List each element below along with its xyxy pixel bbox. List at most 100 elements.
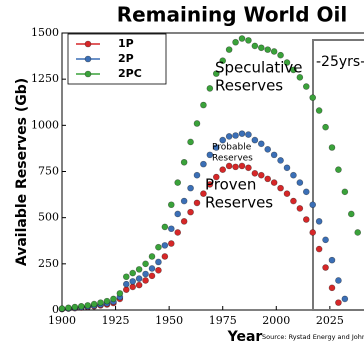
data-point	[232, 132, 239, 139]
y-tick-label: 500	[38, 211, 59, 224]
annotation: -25yrs-|	[316, 54, 364, 70]
data-point	[232, 163, 239, 171]
y-tick-label: 1500	[31, 26, 59, 39]
data-point	[335, 299, 342, 306]
data-point	[122, 280, 130, 288]
data-point	[206, 85, 214, 92]
y-tick-label: 0	[52, 303, 59, 316]
data-point	[238, 162, 246, 170]
data-point	[225, 162, 233, 170]
data-point	[264, 146, 272, 153]
x-tick-label: 1925	[102, 314, 130, 327]
data-point	[270, 179, 278, 186]
x-tick-label: 2025	[316, 314, 344, 327]
data-point	[315, 218, 323, 225]
data-point	[245, 131, 252, 138]
data-point	[200, 160, 207, 168]
data-point	[174, 179, 182, 186]
data-point	[129, 283, 137, 291]
data-point	[200, 190, 207, 197]
data-point	[180, 218, 188, 225]
data-point	[219, 136, 227, 144]
data-point	[302, 216, 310, 223]
data-point	[264, 175, 272, 183]
data-point	[161, 253, 169, 260]
data-point	[283, 164, 291, 172]
legend-marker	[84, 70, 92, 78]
data-point	[354, 229, 362, 236]
data-point	[135, 281, 143, 289]
data-point	[341, 295, 349, 303]
y-tick-label: 250	[38, 257, 59, 270]
data-point	[283, 190, 291, 197]
data-point	[302, 83, 310, 90]
x-tick-label: 1975	[209, 314, 237, 327]
data-point	[148, 265, 156, 272]
data-point	[193, 120, 201, 127]
data-point	[238, 130, 246, 137]
data-point	[290, 66, 297, 74]
data-point	[238, 35, 246, 42]
data-point	[187, 208, 194, 216]
data-point	[212, 144, 220, 151]
legend-marker	[84, 40, 92, 48]
annotation: Probable	[212, 143, 252, 153]
data-point	[277, 157, 284, 164]
data-point	[219, 57, 227, 65]
data-point	[212, 70, 220, 77]
data-point	[148, 253, 156, 260]
data-point	[328, 144, 336, 151]
data-point	[328, 284, 336, 292]
data-point	[251, 170, 259, 177]
data-point	[187, 138, 194, 146]
data-point	[148, 272, 156, 280]
data-point	[232, 38, 239, 46]
data-point	[77, 303, 85, 310]
data-point	[167, 201, 175, 209]
y-tick-label: 1250	[31, 72, 59, 85]
data-point	[71, 303, 79, 311]
data-point	[187, 184, 194, 192]
annotation: Reserves	[212, 153, 253, 163]
data-point	[296, 74, 304, 81]
data-point	[322, 264, 329, 271]
data-point	[161, 242, 169, 249]
data-point	[193, 199, 201, 207]
data-point	[142, 277, 149, 284]
data-point	[290, 197, 297, 205]
data-point	[142, 260, 149, 268]
data-point	[174, 210, 182, 218]
data-point	[309, 229, 317, 236]
data-point	[257, 171, 265, 179]
data-point	[103, 297, 111, 305]
data-point	[347, 210, 355, 218]
data-point	[309, 201, 317, 209]
data-point	[302, 188, 310, 196]
data-point	[245, 37, 252, 44]
data-point	[122, 273, 130, 281]
data-point	[296, 179, 304, 186]
x-tick-label: 2000	[262, 314, 290, 327]
chart-title: Remaining World Oil	[117, 3, 348, 27]
x-tick-label: 1950	[155, 314, 183, 327]
data-point	[135, 275, 143, 282]
data-point	[341, 188, 349, 196]
data-point	[251, 42, 259, 50]
data-point	[206, 181, 214, 188]
y-axis-label: Available Reserves (Gb)	[14, 78, 30, 266]
data-point	[225, 133, 233, 140]
data-point	[270, 151, 278, 159]
legend-label: 2P	[118, 52, 134, 65]
data-point	[200, 101, 207, 109]
annotation: Reserves	[205, 194, 273, 212]
data-point	[155, 258, 162, 266]
data-point	[84, 302, 92, 309]
x-axis-label: Year	[227, 329, 263, 344]
data-point	[277, 184, 284, 192]
data-point	[180, 197, 188, 205]
data-point	[290, 171, 297, 179]
data-point	[180, 158, 188, 166]
data-point	[116, 290, 124, 297]
data-point	[142, 270, 149, 278]
